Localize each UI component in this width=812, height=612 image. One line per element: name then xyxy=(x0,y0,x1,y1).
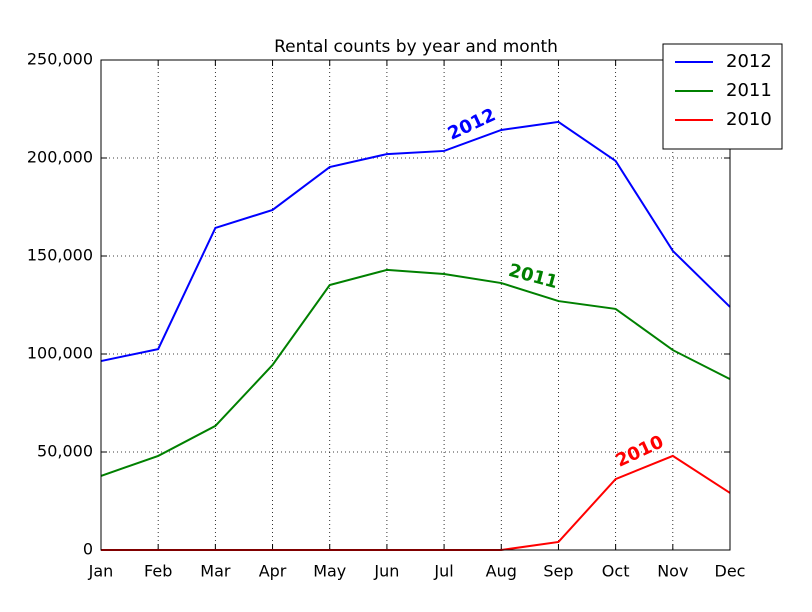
legend: 2012 2011 2010 xyxy=(662,43,783,150)
x-tick-label: Dec xyxy=(715,562,746,581)
y-tick-label: 250,000 xyxy=(27,50,93,69)
y-tick-label: 200,000 xyxy=(27,148,93,167)
x-tick-label: Feb xyxy=(144,562,172,581)
x-tick-label: Oct xyxy=(602,562,630,581)
series-line xyxy=(100,268,731,477)
x-tick-label: May xyxy=(313,562,346,581)
plot-frame xyxy=(100,59,731,551)
y-tick-label: 50,000 xyxy=(37,442,93,461)
series-line xyxy=(100,120,731,363)
x-tick-label: Nov xyxy=(657,562,688,581)
chart-title: Rental counts by year and month xyxy=(274,37,558,57)
x-tick-label: Aug xyxy=(486,562,517,581)
legend-label: 2011 xyxy=(726,80,772,101)
x-tick-label: Sep xyxy=(543,562,573,581)
x-tick-label: Jan xyxy=(88,562,114,581)
y-tick-label: 0 xyxy=(83,540,93,559)
y-tick-label: 100,000 xyxy=(27,344,93,363)
x-tick-label: Jul xyxy=(433,562,453,581)
y-tick-label: 150,000 xyxy=(27,246,93,265)
legend-label: 2010 xyxy=(726,109,772,130)
x-tick-label: Mar xyxy=(200,562,231,581)
x-tick-label: Jun xyxy=(373,562,399,581)
x-tick-label: Apr xyxy=(259,562,287,581)
legend-label: 2012 xyxy=(726,51,772,72)
